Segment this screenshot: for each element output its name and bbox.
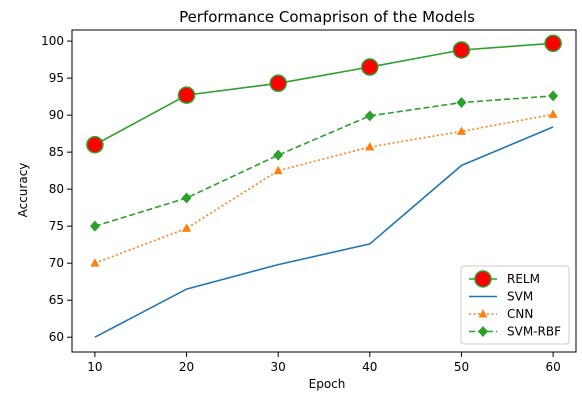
y-tick-label: 90	[49, 108, 64, 122]
data-point-relm	[452, 41, 471, 59]
legend-label-relm: RELM	[507, 272, 540, 286]
data-point-relm	[361, 58, 379, 76]
plot-frame	[71, 29, 577, 353]
data-point-cnn	[365, 141, 375, 151]
y-tick-label: 95	[49, 71, 64, 85]
data-point-relm	[544, 34, 562, 53]
data-point-svm-rbf	[181, 192, 192, 204]
plot-area: 60 65 70 75 80 85 90 95 100 10 20 30 40 50 60 RELM SVM CN…	[41, 29, 577, 374]
y-tick-label: 70	[49, 256, 64, 270]
series-line-cnn	[94, 113, 554, 264]
y-axis-title: Accuracy	[16, 163, 30, 218]
x-tick-label: 20	[179, 360, 194, 374]
legend-label-cnn: CNN	[507, 307, 533, 321]
y-tick-label: 85	[49, 145, 64, 159]
series-line-relm	[94, 42, 554, 146]
x-tick-label: 40	[362, 360, 377, 374]
data-point-relm	[86, 135, 104, 154]
data-point-relm	[269, 74, 287, 93]
series-line-svm	[94, 126, 554, 338]
legend-label-svm: SVM	[507, 290, 533, 304]
data-point-cnn	[548, 109, 558, 118]
data-point-cnn	[273, 165, 283, 175]
data-point-svm-rbf	[89, 220, 100, 232]
y-tick-label: 100	[41, 34, 64, 48]
y-tick-label: 65	[49, 293, 64, 307]
chart-title: Performance Comaprison of the Models	[179, 8, 475, 26]
y-tick-label: 60	[49, 330, 64, 344]
legend-marker-cnn	[478, 309, 488, 318]
x-tick-label: 30	[271, 360, 286, 374]
y-tick-label: 80	[49, 182, 64, 196]
y-tick-label: 75	[49, 219, 64, 233]
data-point-svm-rbf	[364, 110, 375, 122]
x-tick-label: 60	[545, 360, 560, 374]
data-point-svm-rbf	[273, 149, 284, 161]
data-point-cnn	[90, 258, 100, 267]
data-point-cnn	[456, 126, 466, 135]
legend-label-svm-rbf: SVM-RBF	[507, 325, 561, 339]
data-point-svm-rbf	[456, 97, 467, 109]
data-point-cnn	[182, 223, 192, 232]
x-tick-label: 10	[87, 360, 102, 374]
legend-marker-relm	[474, 270, 492, 288]
data-point-relm	[177, 86, 196, 104]
data-point-svm-rbf	[548, 90, 559, 102]
series-line-svm-rbf	[94, 95, 554, 227]
x-tick-label: 50	[454, 360, 469, 374]
x-axis-title: Epoch	[309, 377, 346, 391]
legend-marker-svm-rbf	[478, 326, 488, 337]
